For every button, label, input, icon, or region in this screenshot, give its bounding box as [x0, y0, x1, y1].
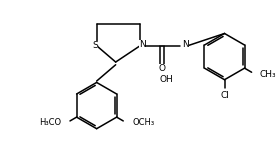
Text: H₃CO: H₃CO — [39, 118, 61, 127]
Text: OH: OH — [159, 75, 173, 84]
Text: OCH₃: OCH₃ — [132, 118, 154, 127]
Text: N: N — [139, 40, 145, 49]
Text: N: N — [182, 40, 189, 49]
Text: CH₃: CH₃ — [260, 70, 276, 79]
Text: Cl: Cl — [220, 91, 229, 100]
Text: O: O — [158, 63, 165, 73]
Text: S: S — [92, 41, 98, 50]
